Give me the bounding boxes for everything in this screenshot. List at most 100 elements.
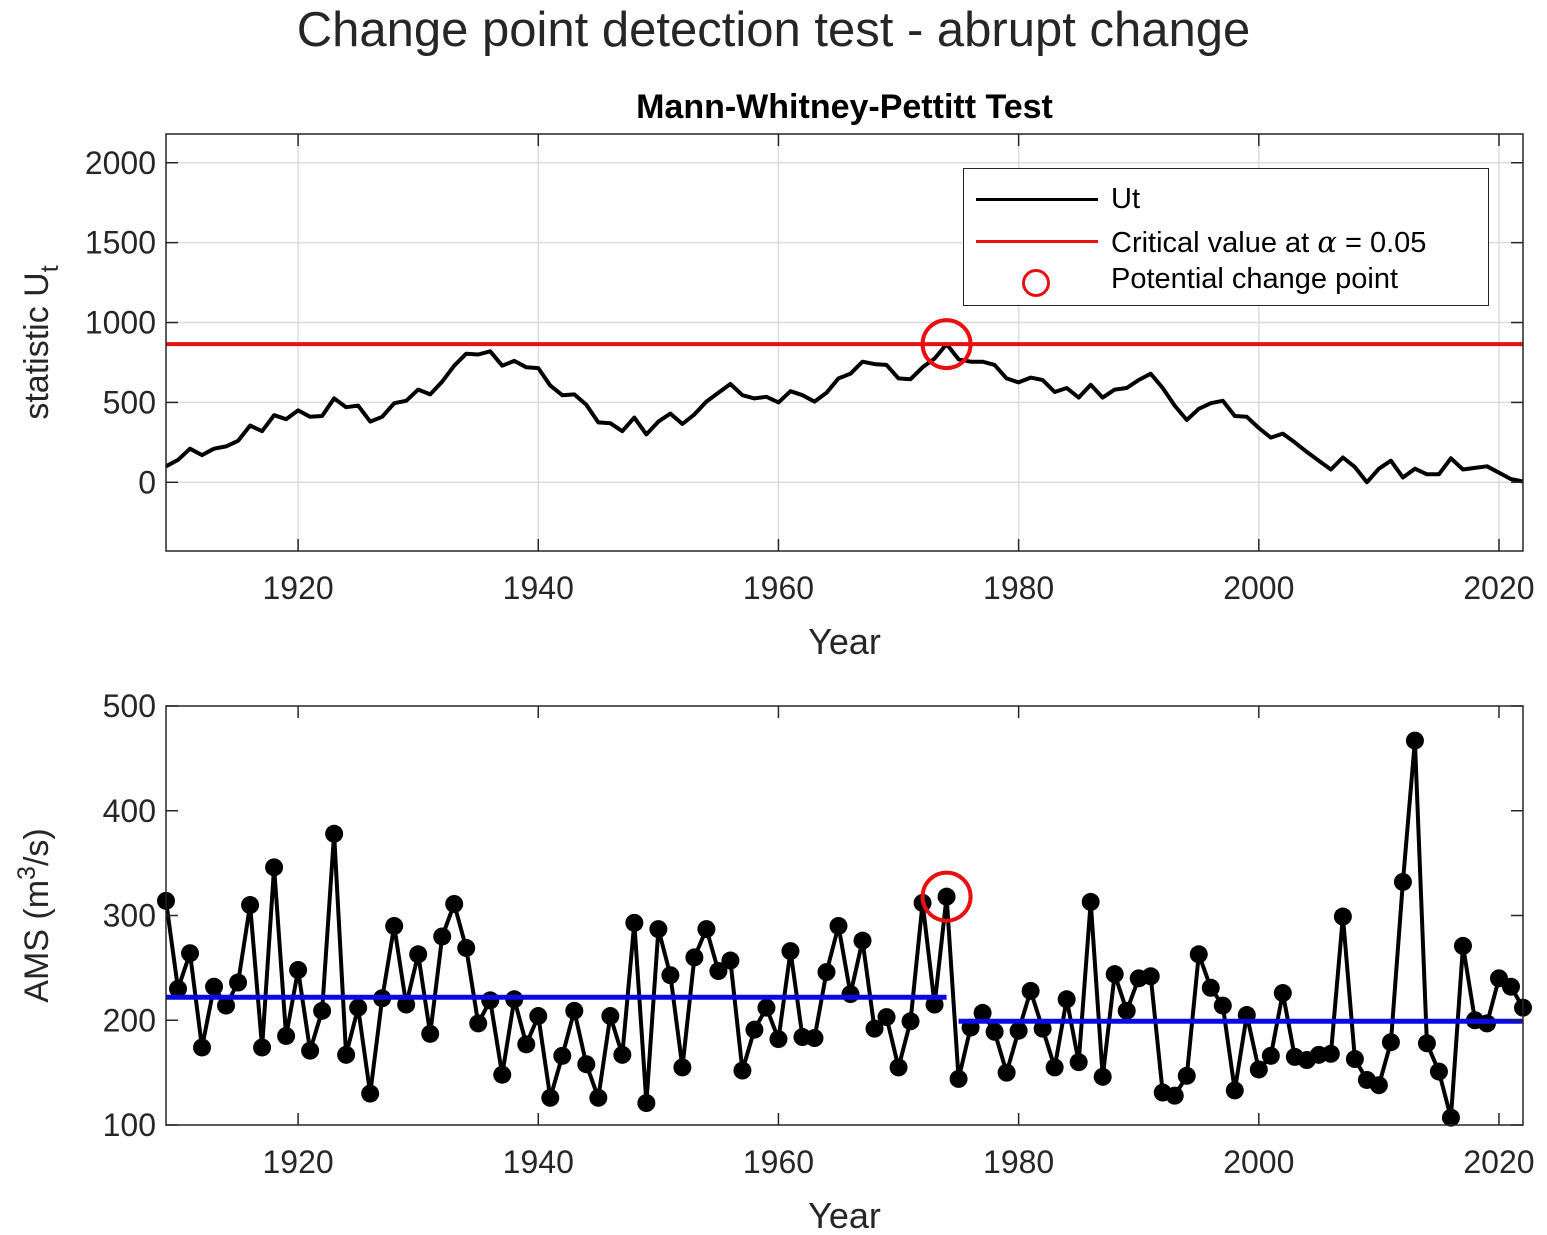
ams-data-point [1201,978,1220,997]
ams-data-point [1213,996,1232,1015]
ams-data-point [901,1012,920,1031]
ams-data-point [481,991,500,1010]
x-tick-label: 2020 [1463,1144,1534,1180]
ams-data-point [1117,1001,1136,1020]
ams-data-point [301,1041,320,1060]
ams-data-point [769,1030,788,1049]
ams-data-point [997,1063,1016,1082]
legend-entry-ut: Ut [964,177,1488,221]
y-tick-label: 2000 [85,145,156,181]
ams-data-point [1369,1076,1388,1095]
axes-frame [165,133,1524,552]
ams-data-point [1081,892,1100,911]
ams-data-point [553,1046,572,1065]
ams-data-point [937,887,956,906]
x-tick-label: 1920 [263,1144,334,1180]
ams-data-point [169,979,188,998]
ams-data-point [325,824,344,843]
ams-data-point [1249,1060,1268,1079]
x-tick-label: 1940 [503,570,574,606]
ams-data-point [601,1007,620,1026]
ams-data-point [1333,907,1352,926]
x-axis-label: Year [808,621,881,662]
y-tick-label: 400 [103,793,156,829]
ams-data-point [421,1024,440,1043]
ams-data-point [721,951,740,970]
ams-data-point [385,916,404,935]
ams-data-point [1453,936,1472,955]
ams-data-point [781,942,800,961]
legend-swatch-change-point [1022,269,1050,297]
ams-data-point [949,1069,968,1088]
ut-series-line [165,342,1524,485]
ams-data-point [1261,1046,1280,1065]
x-tick-label: 1940 [503,1144,574,1180]
ams-data-point [1165,1086,1184,1105]
ams-data-point [361,1084,380,1103]
ams-data-point [1189,945,1208,964]
ams-data-point [1033,1019,1052,1038]
ams-data-point [229,973,248,992]
bottom-axes: 1920 1940 1960 1980 2000 2020 100 200 300 400 500 Y… [13,688,1535,1235]
y-axis-label: AMS (m3/s) [13,828,56,1002]
figure-title: Change point detection test - abrupt cha… [296,3,1251,57]
ams-data-point [829,916,848,935]
x-tick-label: 1980 [983,570,1054,606]
x-tick-label: 1960 [743,1144,814,1180]
ams-data-point [1405,731,1424,750]
ams-data-point [745,1020,764,1039]
y-tick-label: 500 [103,688,156,724]
ams-data-point [1381,1033,1400,1052]
ams-data-point [613,1045,632,1064]
ams-data-point [577,1055,596,1074]
ams-data-point [337,1045,356,1064]
ams-data-point [1105,965,1124,984]
y-tick-label: 1000 [85,305,156,341]
ams-data-point [877,1008,896,1027]
ams-data-point [1441,1108,1460,1127]
ams-data-point [685,948,704,967]
ams-data-point [1009,1021,1028,1040]
legend-entry-change-point: Potential change point [964,263,1488,307]
ams-data-point [1429,1062,1448,1081]
ams-data-point [241,896,260,915]
y-tick-label: 100 [103,1107,156,1143]
ams-data-point [313,1001,332,1020]
change-point-marker [920,870,973,923]
y-axis-label: statistic Ut [18,265,64,419]
x-tick-label: 1980 [983,1144,1054,1180]
ams-data-point [181,944,200,963]
legend-swatch-ut [976,198,1098,201]
ams-data-point [1321,1044,1340,1063]
ams-data-point [457,938,476,957]
y-tick-label: 200 [103,1002,156,1038]
ams-data-point [1417,1034,1436,1053]
ams-data-point [265,858,284,877]
ams-data-point [817,963,836,982]
ams-data-point [517,1035,536,1054]
x-tick-label: 1920 [263,570,334,606]
ams-data-point [1225,1081,1244,1100]
ams-data-point [985,1022,1004,1041]
ams-data-point [1177,1066,1196,1085]
ams-data-point [805,1029,824,1048]
ams-data-point [1141,967,1160,986]
ams-data-point [565,1001,584,1020]
ams-data-point [409,945,428,964]
legend: Ut Critical value at α = 0.05 Potential … [963,168,1489,306]
ams-data-point [469,1014,488,1033]
x-axis-label: Year [808,1195,881,1235]
ams-data-point [205,977,224,996]
ams-data-point [673,1058,692,1077]
ams-data-point [637,1094,656,1113]
ams-data-point [1501,977,1520,996]
ams-data-point [841,985,860,1004]
ams-data-point [925,995,944,1014]
ams-data-point [493,1065,512,1084]
ams-data-point [349,998,368,1017]
ams-data-point [589,1088,608,1107]
ams-data-point [541,1088,560,1107]
ams-data-point [697,920,716,939]
x-tick-label: 2020 [1463,570,1534,606]
